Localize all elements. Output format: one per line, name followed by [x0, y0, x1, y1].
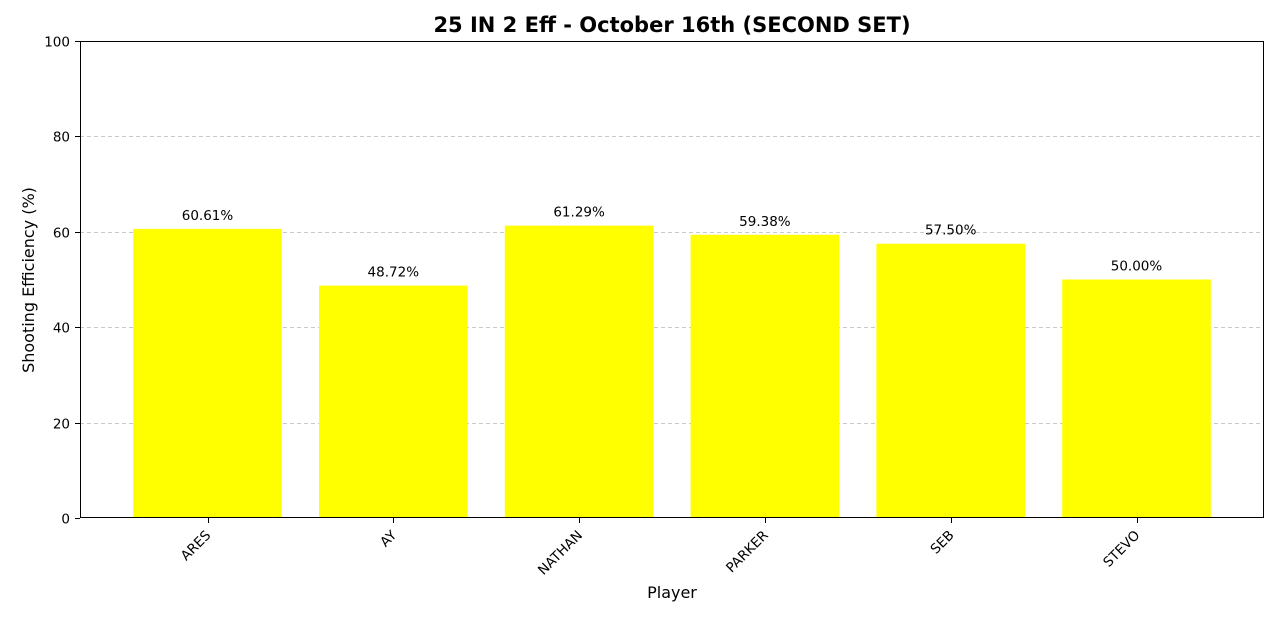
bar-seb — [876, 243, 1025, 518]
x-axis-ticks: ARES AY NATHAN PARKER SEB STEVO — [178, 518, 1143, 579]
data-label: 59.38% — [739, 214, 791, 230]
y-axis-label: Shooting Efficiency (%) — [19, 187, 38, 373]
y-tick-label: 20 — [53, 417, 70, 433]
y-tick-label: 100 — [44, 35, 70, 51]
data-label: 61.29% — [553, 205, 605, 221]
bar-stevo — [1062, 279, 1211, 518]
bar-ares — [133, 228, 282, 518]
x-tick-label: ARES — [178, 528, 215, 565]
data-labels: 60.61% 48.72% 61.29% 59.38% 57.50% 50.00% — [182, 205, 1163, 281]
x-axis-label: Player — [647, 583, 697, 602]
y-tick-label: 40 — [53, 321, 70, 337]
data-label: 57.50% — [925, 223, 977, 239]
bar-nathan — [504, 225, 654, 518]
chart-title: 25 IN 2 Eff - October 16th (SECOND SET) — [433, 13, 910, 37]
x-tick-label: SEB — [928, 528, 958, 558]
x-tick-label: NATHAN — [535, 528, 586, 579]
plot-frame — [80, 41, 1264, 518]
y-tick-label: 80 — [53, 130, 70, 146]
y-tick-label: 0 — [61, 512, 70, 528]
data-label: 48.72% — [368, 265, 420, 281]
x-tick-label: AY — [377, 527, 400, 550]
bar-parker — [690, 234, 840, 519]
bars — [133, 225, 1211, 519]
y-tick-label: 60 — [53, 226, 70, 242]
x-tick-label: STEVO — [1100, 528, 1143, 571]
x-tick-label: PARKER — [723, 528, 772, 577]
bar-ay — [319, 285, 468, 518]
data-label: 50.00% — [1111, 259, 1163, 275]
data-label: 60.61% — [182, 208, 234, 224]
y-axis-ticks: 0 20 40 60 80 100 — [44, 35, 80, 528]
